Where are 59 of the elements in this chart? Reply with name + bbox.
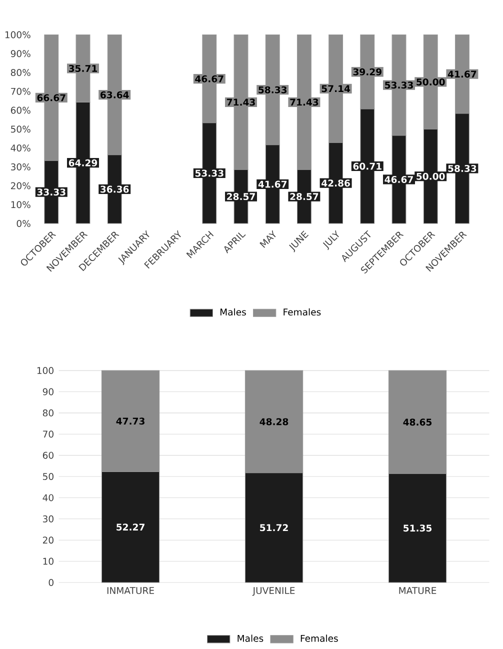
y-tick-label: 70 xyxy=(43,430,54,438)
data-label: 28.57 xyxy=(227,193,256,200)
y-tick-label: 90 xyxy=(43,388,54,396)
data-label: 66.67 xyxy=(38,94,66,102)
data-label: 64.29 xyxy=(69,159,98,166)
x-tick-label: JUVENILE xyxy=(252,587,295,596)
x-tick-label: MATURE xyxy=(399,587,436,594)
data-label: 46.67 xyxy=(195,75,224,82)
y-tick-label: 50 xyxy=(43,473,54,480)
legend-label: Males xyxy=(238,634,264,642)
y-tick-label: 40 xyxy=(43,494,54,502)
data-label: 71.43 xyxy=(227,98,256,106)
data-label: 35.71 xyxy=(69,64,98,72)
data-label: 58.33 xyxy=(258,86,287,94)
data-label: 42.86 xyxy=(322,180,350,187)
y-tick-label: 0% xyxy=(17,220,31,228)
data-label: 48.65 xyxy=(404,418,432,426)
y-tick-label: 80 xyxy=(43,409,54,416)
data-label: 50.00 xyxy=(416,78,446,86)
y-tick-label: 40% xyxy=(11,144,31,152)
data-label: 71.43 xyxy=(290,98,318,106)
data-label: 36.36 xyxy=(100,186,130,193)
y-tick-label: 50% xyxy=(11,126,31,133)
data-label: 28.57 xyxy=(290,193,318,200)
y-tick-label: 100% xyxy=(6,31,31,38)
data-label: 58.33 xyxy=(448,164,476,172)
y-tick-label: 60 xyxy=(43,452,54,459)
data-label: 47.73 xyxy=(116,418,145,425)
y-tick-label: 30 xyxy=(43,515,54,522)
y-tick-label: 90% xyxy=(11,50,31,58)
data-label: 41.67 xyxy=(258,180,287,188)
data-label: 39.29 xyxy=(354,68,382,76)
data-label: 60.71 xyxy=(354,162,382,170)
data-label: 53.33 xyxy=(196,170,224,177)
data-label: 53.33 xyxy=(385,82,414,89)
y-tick-label: 60% xyxy=(11,106,31,114)
y-tick-label: 20 xyxy=(43,536,54,544)
data-label: 41.67 xyxy=(448,70,476,78)
legend-label: Females xyxy=(301,634,338,642)
y-tick-label: 20% xyxy=(11,182,31,190)
data-label: 50.00 xyxy=(416,172,446,180)
legend-label: Males xyxy=(220,308,246,316)
data-label: 63.64 xyxy=(100,91,130,98)
data-label: 51.72 xyxy=(260,524,288,532)
data-label: 57.14 xyxy=(322,85,350,92)
data-label: 52.27 xyxy=(116,524,145,531)
y-tick-label: 100 xyxy=(38,367,54,374)
data-label: 46.67 xyxy=(385,176,414,183)
y-tick-label: 30% xyxy=(11,163,31,170)
y-tick-label: 70% xyxy=(11,88,31,95)
y-tick-label: 10% xyxy=(12,201,31,208)
y-tick-label: 10 xyxy=(44,558,54,565)
y-tick-label: 80% xyxy=(11,69,31,76)
y-tick-label: 0 xyxy=(49,578,54,586)
x-tick-label: INMATURE xyxy=(108,587,154,594)
legend-label: Females xyxy=(284,308,321,316)
data-label: 48.28 xyxy=(260,418,288,426)
data-label: 51.35 xyxy=(404,524,432,532)
data-label: 33.33 xyxy=(38,188,66,196)
